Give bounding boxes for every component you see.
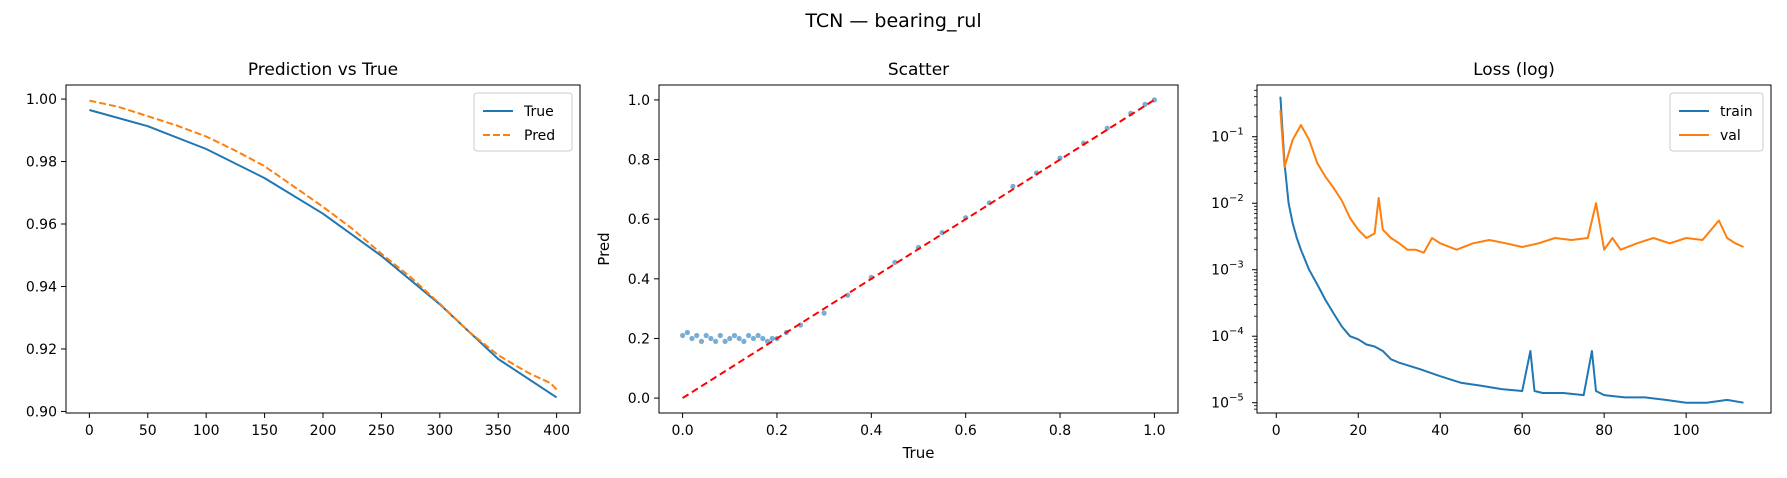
plot-area bbox=[89, 99, 558, 399]
y-tick-label: 0.6 bbox=[628, 212, 650, 228]
legend-label-val: val bbox=[1720, 128, 1741, 144]
scatter-point bbox=[750, 335, 757, 342]
x-tick-label: 200 bbox=[310, 423, 337, 439]
scatter-point bbox=[736, 335, 742, 342]
scatter-point bbox=[755, 332, 761, 339]
x-tick-label: 150 bbox=[251, 423, 278, 439]
scatter-point bbox=[694, 332, 700, 339]
y-tick-exponent: −2 bbox=[1229, 193, 1244, 204]
y-tick-label: 10 bbox=[1211, 396, 1229, 412]
x-tick-label: 0.6 bbox=[955, 423, 977, 439]
axes-frame bbox=[1256, 84, 1772, 414]
subplot-title: Loss (log) bbox=[1473, 60, 1555, 80]
y-tick-exponent: −4 bbox=[1229, 326, 1244, 337]
scatter-point bbox=[845, 292, 851, 298]
subplot-2: Scatter 0.0 0.2 0.4 0.6 0.8 1.0 0.0 0.2 0.4 0.6 0.8… bbox=[595, 60, 1179, 462]
y-tick-label: 0.0 bbox=[628, 391, 650, 407]
scatter-point bbox=[769, 335, 775, 342]
scatter-point bbox=[680, 332, 686, 339]
scatter-point bbox=[703, 332, 709, 339]
scatter-point bbox=[760, 335, 766, 342]
x-tick-label: 0.2 bbox=[766, 423, 788, 439]
y-tick-label: 10 bbox=[1211, 263, 1229, 279]
legend-box bbox=[473, 92, 573, 152]
scatter-point bbox=[731, 332, 738, 339]
y-tick-label: 1.0 bbox=[628, 93, 650, 109]
x-tick-label: 50 bbox=[139, 423, 157, 439]
reference-line bbox=[682, 99, 1155, 399]
x-axis-label: True bbox=[902, 444, 935, 462]
scatter-point bbox=[689, 335, 695, 342]
y-tick-label: 0.8 bbox=[628, 153, 650, 169]
y-tick-label: 10 bbox=[1211, 329, 1229, 345]
y-tick-exponent: −3 bbox=[1229, 260, 1244, 271]
scatter-point bbox=[821, 310, 827, 316]
scatter-point bbox=[713, 338, 719, 344]
x-tick-label: 0 bbox=[85, 423, 94, 439]
x-tick-label: 0 bbox=[1272, 423, 1281, 439]
scatter-point bbox=[684, 329, 690, 336]
x-tick-label: 250 bbox=[368, 423, 395, 439]
y-tick-exponent: −1 bbox=[1229, 127, 1244, 138]
legend: True Pred bbox=[473, 92, 573, 152]
scatter-point bbox=[892, 259, 898, 265]
y-tick-label: 0.94 bbox=[26, 279, 57, 295]
plot-area bbox=[680, 97, 1157, 399]
scatter-point bbox=[698, 338, 705, 344]
y-tick-label: 10 bbox=[1211, 196, 1229, 212]
scatter-point bbox=[746, 332, 752, 339]
y-tick-label: 0.96 bbox=[26, 217, 57, 233]
x-tick-label: 300 bbox=[426, 423, 453, 439]
scatter-point bbox=[741, 338, 747, 344]
series-line-pred bbox=[89, 99, 558, 391]
y-tick-label: 1.00 bbox=[26, 92, 57, 108]
legend: train val bbox=[1669, 92, 1764, 152]
scatter-point bbox=[1010, 183, 1016, 189]
series-line-val bbox=[1279, 110, 1744, 254]
y-tick-label: 0.98 bbox=[26, 155, 57, 171]
x-tick-label: 20 bbox=[1349, 423, 1367, 439]
x-tick-label: 100 bbox=[1673, 423, 1700, 439]
y-axis-label: Pred bbox=[595, 232, 613, 265]
figure-title: TCN — bearing_rul bbox=[804, 10, 981, 32]
x-tick-label: 0.0 bbox=[671, 423, 693, 439]
y-tick-label: 0.90 bbox=[26, 404, 57, 420]
x-tick-label: 100 bbox=[193, 423, 220, 439]
scatter-point bbox=[708, 335, 714, 342]
subplot-1: Prediction vs True 0 50 100 150 200 250 300 350 4… bbox=[26, 60, 581, 439]
scatter-point bbox=[722, 338, 728, 344]
subplot-title: Prediction vs True bbox=[248, 60, 398, 80]
x-tick-label: 350 bbox=[485, 423, 512, 439]
legend-box bbox=[1669, 92, 1764, 152]
plot-area bbox=[1279, 96, 1744, 404]
y-tick-label: 0.4 bbox=[628, 272, 650, 288]
x-tick-label: 400 bbox=[543, 423, 570, 439]
subplot-title: Scatter bbox=[888, 60, 949, 80]
series-line-true bbox=[89, 109, 558, 399]
x-tick-label: 1.0 bbox=[1143, 423, 1165, 439]
x-tick-label: 60 bbox=[1513, 423, 1531, 439]
subplot-3: Loss (log)0 20 40 60 80 10010−510−410−310−210… bbox=[1211, 60, 1772, 439]
legend-label-true: True bbox=[523, 104, 554, 120]
x-tick-label: 0.8 bbox=[1049, 423, 1071, 439]
series-line-train bbox=[1279, 96, 1744, 404]
y-tick-label: 10 bbox=[1211, 130, 1229, 146]
y-tick-label: 0.2 bbox=[628, 331, 650, 347]
legend-label-pred: Pred bbox=[524, 128, 555, 144]
scatter-point bbox=[717, 332, 723, 339]
x-tick-label: 80 bbox=[1595, 423, 1613, 439]
y-tick-label: 0.92 bbox=[26, 342, 57, 358]
x-tick-label: 0.4 bbox=[860, 423, 882, 439]
axes-frame bbox=[658, 84, 1179, 414]
scatter-point bbox=[727, 335, 733, 342]
legend-label-train: train bbox=[1720, 104, 1753, 120]
y-tick-exponent: −5 bbox=[1229, 393, 1244, 404]
x-tick-label: 40 bbox=[1431, 423, 1449, 439]
